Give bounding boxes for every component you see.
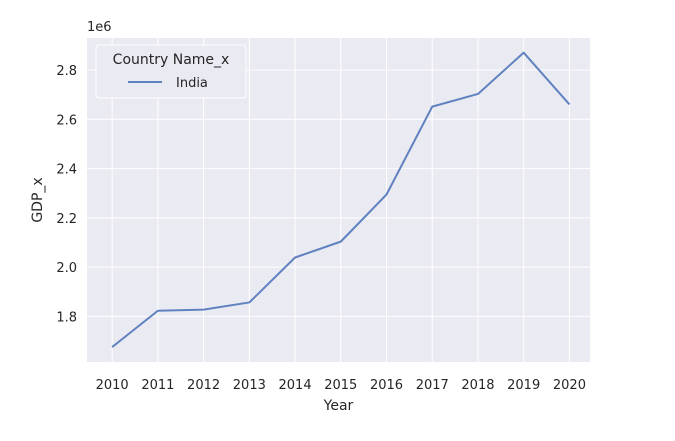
y-tick-label: 1.8 bbox=[56, 310, 77, 325]
y-tick-label: 2.6 bbox=[56, 113, 77, 128]
x-tick-label: 2015 bbox=[324, 378, 357, 393]
series-lines bbox=[111, 51, 571, 348]
x-tick-label: 2017 bbox=[416, 378, 449, 393]
legend-label-india: India bbox=[176, 76, 208, 91]
y-axis-label: GDP_x bbox=[30, 177, 46, 222]
x-axis-label: Year bbox=[323, 398, 354, 414]
y-tick-label: 2.4 bbox=[56, 163, 77, 178]
y-tick-labels: 1.8 2.0 2.2 2.4 2.6 2.8 bbox=[56, 64, 77, 325]
y-tick-label: 2.2 bbox=[56, 212, 77, 227]
legend-title: Country Name_x bbox=[113, 52, 230, 68]
x-tick-label: 2014 bbox=[279, 378, 312, 393]
x-tick-label: 2010 bbox=[96, 378, 129, 393]
x-tick-label: 2016 bbox=[370, 378, 403, 393]
series-line-india bbox=[111, 51, 571, 348]
y-tick-label: 2.0 bbox=[56, 261, 77, 276]
x-tick-labels: 2010 2011 2012 2013 2014 2015 2016 2017 2018 2019… bbox=[96, 378, 586, 393]
x-tick-label: 2018 bbox=[461, 378, 494, 393]
legend-box bbox=[95, 44, 247, 99]
y-tick-label: 2.8 bbox=[56, 64, 77, 79]
x-tick-label: 2012 bbox=[187, 378, 220, 393]
x-tick-label: 2019 bbox=[507, 378, 540, 393]
y-offset-label: 1e6 bbox=[87, 20, 112, 35]
legend: Country Name_x India bbox=[95, 44, 247, 99]
x-tick-label: 2020 bbox=[553, 378, 586, 393]
x-tick-label: 2011 bbox=[141, 378, 174, 393]
x-tick-label: 2013 bbox=[233, 378, 266, 393]
